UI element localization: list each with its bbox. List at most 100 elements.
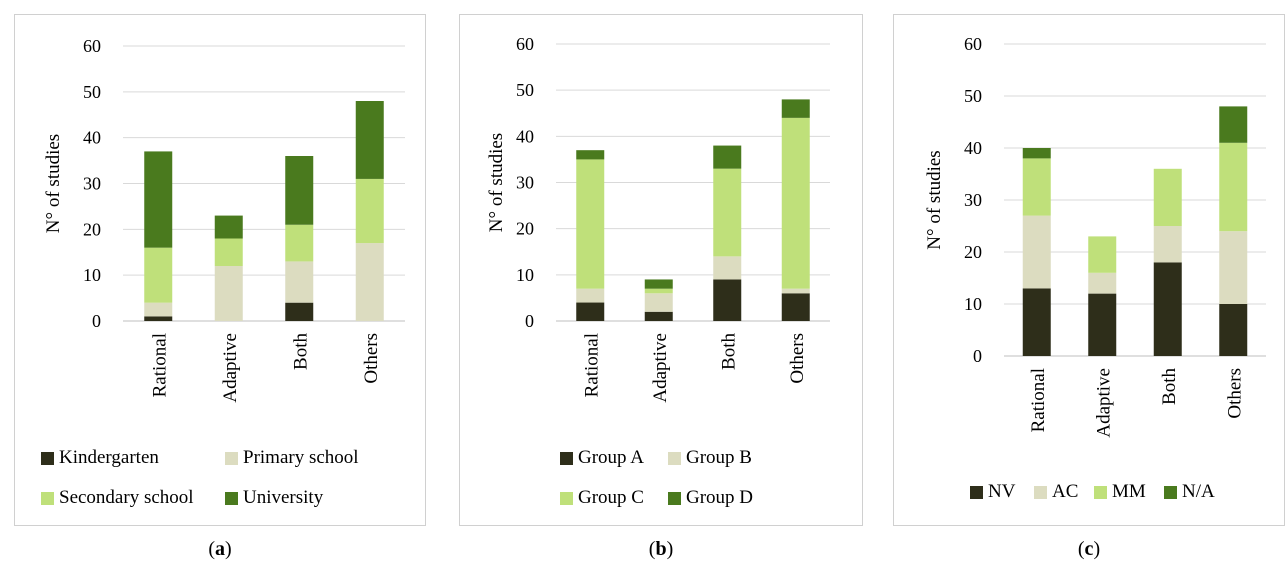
bar-segment [576, 288, 605, 303]
chart-a: 0 10 20 30 40 50 60 N° of studies Rational Adapti… [43, 36, 405, 403]
bar-segment [713, 279, 742, 321]
bar-segment [1219, 142, 1248, 232]
x-tick-label: Adaptive [650, 333, 671, 403]
y-tick-label: 50 [964, 86, 982, 106]
bar-segment [1088, 293, 1117, 356]
y-tick-label: 60 [516, 34, 534, 54]
y-tick-label: 20 [964, 242, 982, 262]
bar-segment [355, 243, 384, 321]
legend-item-group-b: Group B [668, 447, 752, 469]
legend-swatch [668, 491, 681, 505]
legend-swatch [1164, 485, 1177, 499]
legend-item-university: University [225, 487, 323, 509]
y-tick-label: 60 [83, 36, 101, 56]
bar-segment [144, 302, 173, 317]
bar-segment [1219, 231, 1248, 304]
bar-segment [576, 302, 605, 321]
bar-segment [214, 266, 243, 321]
bar-segment [1219, 304, 1248, 356]
chart-panel-c: 0 10 20 30 40 50 60 N° of studies Rational Adapti… [893, 14, 1285, 526]
bar-segment [781, 117, 810, 289]
legend-item-group-c: Group C [560, 487, 644, 509]
y-tick-label: 10 [83, 265, 101, 285]
caption-c: (c) [1077, 538, 1101, 560]
bar-segment [285, 261, 314, 303]
legend-label: Group C [578, 487, 644, 508]
bar-segment [1022, 288, 1051, 356]
legend-swatch [225, 451, 238, 465]
y-tick-label: 40 [83, 128, 101, 148]
legend-label: MM [1112, 481, 1146, 502]
bar-segment [713, 145, 742, 169]
y-axis-label: N° of studies [43, 134, 64, 233]
legend-item-mm: MM [1094, 481, 1146, 503]
legend-item-ac: AC [1034, 481, 1078, 503]
y-axis-label: N° of studies [486, 133, 507, 232]
y-tick-label: 40 [964, 138, 982, 158]
bar-segment [644, 279, 673, 289]
bar-segment [576, 159, 605, 289]
y-tick-label: 20 [516, 219, 534, 239]
legend-item-nv: NV [970, 481, 1015, 503]
legend-label: Primary school [243, 447, 359, 468]
legend-item-group-a: Group A [560, 447, 644, 469]
bar-segment [285, 224, 314, 262]
legend-label: University [243, 487, 324, 508]
bar-segment [1022, 158, 1051, 216]
bar-segment [781, 99, 810, 118]
chart-c: 0 10 20 30 40 50 60 N° of studies Rational Adapti… [924, 34, 1266, 438]
x-tick-label: Others [787, 333, 808, 384]
x-tick-label: Others [1224, 368, 1245, 419]
bar-segment [285, 302, 314, 321]
y-tick-label: 30 [83, 174, 101, 194]
bar-segment [1153, 262, 1182, 356]
bar-segment [214, 215, 243, 239]
bar-segment [713, 168, 742, 257]
x-tick-label: Rational [149, 333, 170, 397]
legend-item-group-d: Group D [668, 487, 753, 509]
bar-segment [644, 293, 673, 312]
bar-segment [576, 150, 605, 160]
bar-segment [781, 288, 810, 294]
legend-label: N/A [1182, 481, 1215, 502]
bar-segment [1088, 272, 1117, 294]
bar-segment [214, 238, 243, 266]
x-tick-label: Adaptive [1093, 368, 1114, 438]
x-tick-label: Rational [581, 333, 602, 397]
legend-swatch [41, 491, 54, 505]
legend-swatch [560, 491, 573, 505]
x-tick-label: Rational [1028, 368, 1049, 432]
legend-label: Group D [686, 487, 754, 508]
x-tick-label: Adaptive [220, 333, 241, 403]
legend-swatch [668, 451, 681, 465]
y-tick-label: 0 [92, 311, 101, 331]
legend-item-secondary-school: Secondary school [41, 487, 194, 509]
legend-swatch [970, 485, 983, 499]
y-tick-label: 0 [525, 311, 534, 331]
y-tick-label: 10 [516, 265, 534, 285]
y-tick-label: 30 [964, 190, 982, 210]
bar-segment [144, 316, 173, 321]
bar-segment [355, 178, 384, 244]
bar-segment [1219, 106, 1248, 143]
bar-segment [1022, 215, 1051, 289]
y-tick-label: 30 [516, 173, 534, 193]
legend-label: Group A [578, 447, 644, 468]
bar-segment [1153, 226, 1182, 263]
bar-segment [644, 311, 673, 321]
bar-segment [1088, 236, 1117, 273]
bar-segment [644, 288, 673, 294]
legend-label: Kindergarten [59, 447, 159, 468]
caption-b: (b) [648, 538, 674, 560]
y-tick-label: 0 [973, 346, 982, 366]
legend-swatch [41, 451, 54, 465]
bar-segment [144, 151, 173, 248]
legend-swatch [1034, 485, 1047, 499]
legend-item-primary-school: Primary school [225, 447, 359, 469]
bar-segment [713, 256, 742, 280]
legend-swatch [225, 491, 238, 505]
legend-label: Secondary school [59, 487, 194, 508]
chart-b: 0 10 20 30 40 50 60 N° of studies Rational Adapti… [486, 34, 830, 403]
y-tick-label: 50 [516, 80, 534, 100]
y-tick-label: 10 [964, 294, 982, 314]
